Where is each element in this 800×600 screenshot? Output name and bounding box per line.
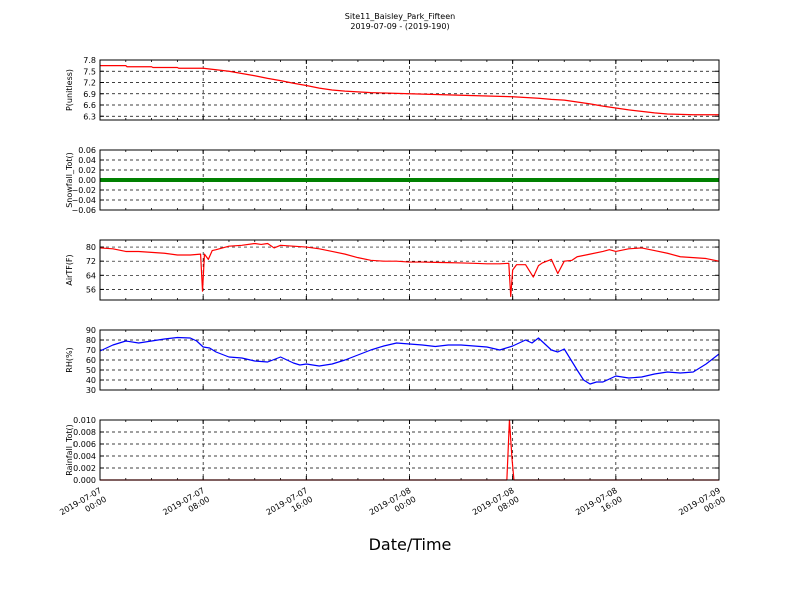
y-axis-label: P(unitless) [65, 69, 74, 111]
y-tick-label: 0.00 [78, 176, 96, 185]
y-tick-label: 60 [86, 356, 96, 365]
y-tick-label: 70 [86, 346, 96, 355]
y-tick-label: 0.002 [73, 464, 96, 473]
y-tick-label: 0.008 [73, 428, 96, 437]
y-tick-label: 0.000 [73, 476, 96, 485]
panels: 7.87.57.26.96.66.3P(unitless)0.060.040.0… [65, 56, 720, 485]
y-tick-label: 64 [86, 271, 96, 280]
y-tick-label: 7.8 [83, 56, 96, 65]
y-tick-label: 0.06 [78, 146, 96, 155]
y-tick-label: 80 [86, 336, 96, 345]
y-axis-label: RH(%) [65, 347, 74, 372]
y-tick-label: 72 [86, 257, 96, 266]
x-axis-label: Date/Time [369, 535, 452, 554]
panel-3: 80 72 64 56 AirTF(F) [65, 239, 720, 301]
axes-frame [99, 59, 720, 121]
axes-frame [99, 239, 720, 301]
y-tick-label: 80 [86, 243, 96, 252]
axes-frame [99, 329, 720, 391]
chart-title: Site11_Baisley_Park_Fifteen [345, 12, 455, 21]
axes-frame [99, 149, 720, 211]
series-line [100, 65, 719, 116]
y-tick-label: −0.04 [71, 196, 96, 205]
y-tick-label: 6.3 [83, 112, 96, 121]
y-tick-label: −0.02 [71, 186, 96, 195]
y-tick-label: 0.02 [78, 166, 96, 175]
y-tick-label: 90 [86, 326, 96, 335]
panel-1: 7.8 7.5 7.2 6.9 6.6 6.3 P(unitless) [65, 56, 720, 121]
y-tick-label: 0.04 [78, 156, 96, 165]
y-tick-label: 0.006 [73, 440, 96, 449]
y-axis-label: Snowfall_Tot() [65, 152, 74, 208]
series-line [99, 336, 720, 385]
panel-5: 0.010 0.008 0.006 0.004 0.002 0.000Rainfall_T… [65, 416, 720, 485]
axes-frame [99, 419, 720, 481]
y-tick-label: 0.004 [73, 452, 96, 461]
y-tick-label: −0.06 [71, 206, 96, 215]
panel-2: 0.060.040.020.00−0.02−0.04−0.06Snowfall_… [65, 146, 720, 215]
y-tick-label: 56 [86, 285, 96, 294]
y-axis-label: Rainfall_Tot() [65, 424, 74, 476]
y-axis-label: AirTF(F) [65, 254, 74, 285]
y-tick-label: 6.6 [83, 101, 96, 110]
y-tick-label: 30 [86, 386, 96, 395]
y-tick-label: 0.010 [73, 416, 96, 425]
y-tick-label: 40 [86, 376, 96, 385]
chart-subtitle: 2019-07-09 - (2019-190) [350, 22, 449, 31]
y-tick-label: 7.5 [83, 67, 96, 76]
y-tick-label: 50 [86, 366, 96, 375]
y-tick-label: 6.9 [83, 90, 96, 99]
y-tick-label: 7.2 [83, 79, 96, 88]
series-line [99, 242, 720, 298]
